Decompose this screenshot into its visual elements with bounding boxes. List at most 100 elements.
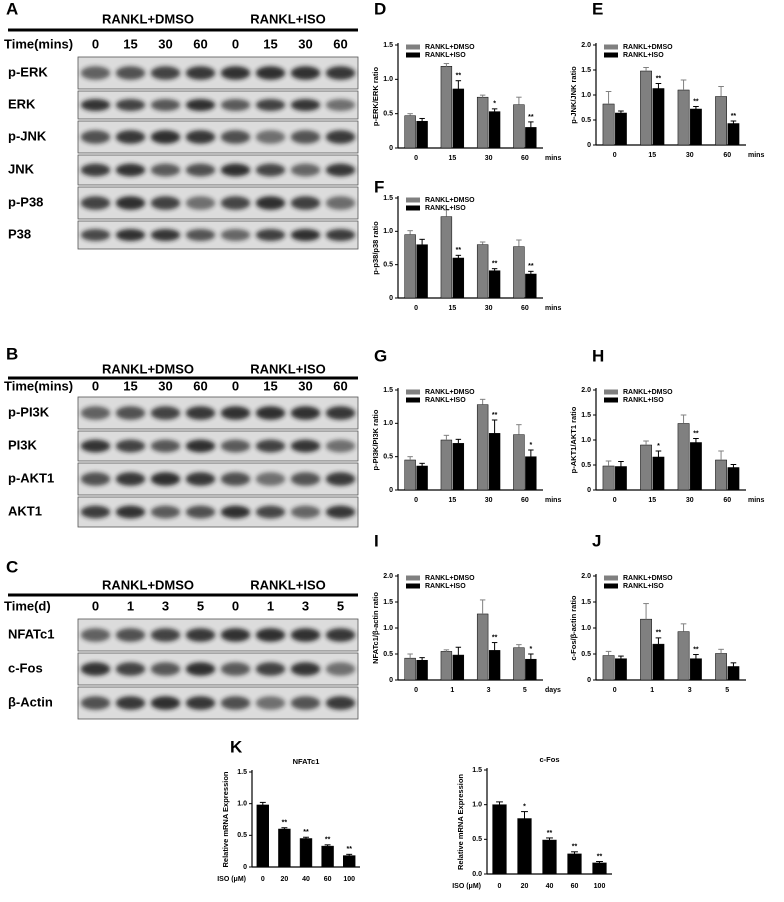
blot-band xyxy=(115,662,146,676)
bar xyxy=(343,855,356,868)
x-tick-label: 1 xyxy=(650,687,654,694)
group-label: RANKL+ISO xyxy=(250,577,325,592)
x-tick-label: 0 xyxy=(613,152,617,159)
y-tick-label: 1.5 xyxy=(383,42,393,49)
y-tick-label: 1.5 xyxy=(581,412,591,419)
panel-letter: B xyxy=(6,344,18,363)
blot-band xyxy=(290,99,321,111)
group-label: RANKL+DMSO xyxy=(102,11,194,26)
lane-label: 0 xyxy=(232,598,239,613)
blot-band xyxy=(220,439,251,453)
blot-band xyxy=(325,130,356,144)
x-unit: mins xyxy=(545,155,561,162)
y-tick-label: 1.0 xyxy=(383,228,393,235)
y-tick-label: 1.5 xyxy=(581,599,591,606)
blot-band xyxy=(255,99,286,111)
bar xyxy=(440,66,453,149)
bar xyxy=(727,123,740,146)
panel-letter: F xyxy=(374,177,384,196)
y-tick-label: 0 xyxy=(389,295,393,302)
blot-band xyxy=(220,229,251,241)
bar xyxy=(677,631,690,681)
legend-swatch xyxy=(604,44,618,50)
lane-label: 15 xyxy=(123,36,137,51)
bar xyxy=(440,651,453,681)
y-tick-label: 0.5 xyxy=(581,651,591,658)
lane-label: 30 xyxy=(298,378,312,393)
blot-band xyxy=(325,66,356,80)
blot-band xyxy=(80,66,111,80)
x-axis-label: ISO (μM) xyxy=(217,876,246,883)
bar xyxy=(690,108,702,146)
bar xyxy=(652,456,665,491)
y-tick-label: 2.0 xyxy=(383,573,393,580)
bar xyxy=(321,845,334,868)
x-tick-label: 30 xyxy=(485,497,493,504)
blot-band xyxy=(255,439,286,453)
blot-band xyxy=(185,628,216,642)
x-tick-label: 0 xyxy=(414,687,418,694)
blot-band xyxy=(80,163,111,177)
panel-letter: D xyxy=(374,0,386,18)
significance-label: ** xyxy=(547,830,553,837)
group-label: RANKL+DMSO xyxy=(102,577,194,592)
x-tick-label: 60 xyxy=(324,876,332,883)
bar xyxy=(715,459,727,491)
significance-label: ** xyxy=(693,430,699,437)
legend-label: RANKL+DMSO xyxy=(425,575,475,582)
panel-letter: G xyxy=(374,346,387,365)
legend-label: RANKL+ISO xyxy=(623,52,664,59)
bar xyxy=(416,120,428,149)
y-axis-label: p-ERK/ERK ratio xyxy=(371,66,380,126)
x-tick-label: 60 xyxy=(571,883,579,890)
bar xyxy=(416,244,428,299)
blot-band xyxy=(255,196,286,210)
lane-label: 0 xyxy=(92,598,99,613)
significance-label: ** xyxy=(325,837,331,844)
y-tick-label: 0.5 xyxy=(383,651,393,658)
chart-title: c-Fos xyxy=(539,755,559,764)
blot-band xyxy=(80,406,111,420)
x-unit: mins xyxy=(545,497,561,504)
time-label: Time(mins) xyxy=(4,378,73,393)
blot-band xyxy=(80,628,111,642)
x-tick-label: 0 xyxy=(613,497,617,504)
row-label: p-ERK xyxy=(8,64,48,79)
blot-band xyxy=(185,472,216,486)
blot-band xyxy=(290,229,321,241)
bar xyxy=(488,650,501,681)
bar xyxy=(488,111,501,149)
x-tick-label: 5 xyxy=(725,687,729,694)
blot-band xyxy=(80,439,111,453)
blot-band xyxy=(255,505,286,519)
group-label: RANKL+DMSO xyxy=(102,361,194,376)
row-label: p-AKT1 xyxy=(8,470,54,485)
significance-label: ** xyxy=(492,412,498,419)
lane-label: 30 xyxy=(158,378,172,393)
panel-letter: J xyxy=(592,531,601,550)
x-tick-label: 0 xyxy=(613,687,617,694)
bar xyxy=(278,828,291,868)
legend-swatch xyxy=(406,389,420,395)
blot-band xyxy=(115,696,146,710)
blot-band xyxy=(325,196,356,210)
blot-band xyxy=(255,66,286,80)
legend-label: RANKL+DMSO xyxy=(425,197,475,204)
blot-band xyxy=(325,439,356,453)
y-axis-label: c-Fos/β-actin ratio xyxy=(569,595,578,660)
significance-label: ** xyxy=(492,261,498,268)
row-label: β-Actin xyxy=(8,694,53,709)
bar xyxy=(299,838,313,868)
blot-band xyxy=(290,472,321,486)
blot-band xyxy=(80,196,111,210)
x-tick-label: 30 xyxy=(686,152,694,159)
panel-letter: H xyxy=(592,346,604,365)
bar xyxy=(652,88,665,146)
significance-label: ** xyxy=(456,247,462,254)
x-unit: days xyxy=(545,687,561,694)
blot-band xyxy=(325,662,356,676)
x-tick-label: 30 xyxy=(485,155,493,162)
y-tick-label: 2.0 xyxy=(581,573,591,580)
y-tick-label: 0 xyxy=(587,142,591,149)
blot-band xyxy=(185,163,216,177)
